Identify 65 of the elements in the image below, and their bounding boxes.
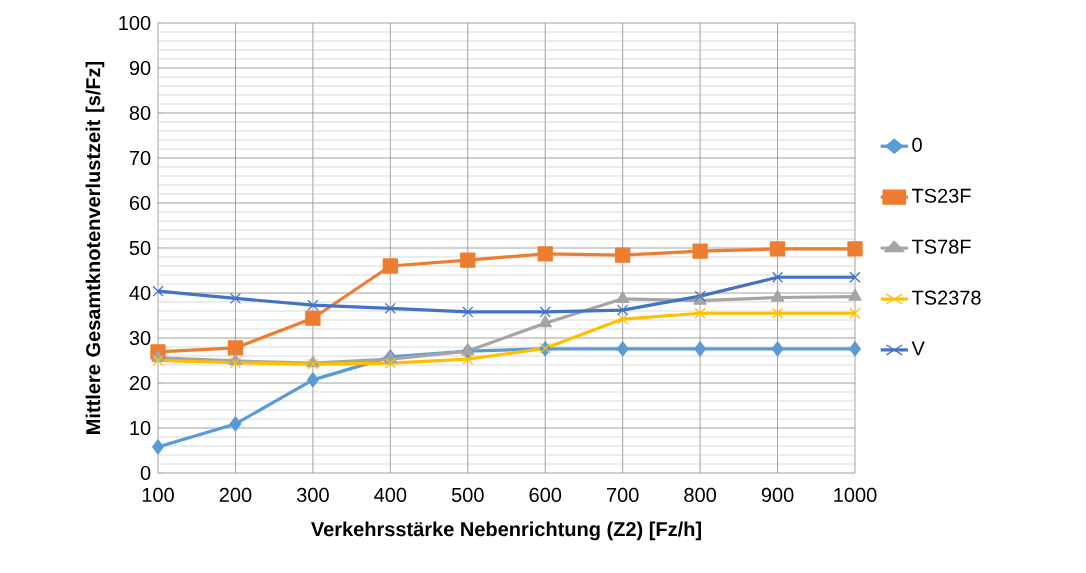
point bbox=[229, 357, 242, 369]
point bbox=[617, 304, 629, 316]
point bbox=[538, 315, 552, 328]
point bbox=[539, 306, 551, 318]
point bbox=[848, 288, 862, 301]
y-tick-label: 30 bbox=[129, 330, 151, 346]
y-tick-label: 90 bbox=[129, 60, 151, 76]
x-tick-label: 400 bbox=[374, 487, 407, 503]
x-tick-label: 700 bbox=[607, 487, 639, 503]
point bbox=[152, 354, 164, 367]
point bbox=[152, 439, 164, 455]
point bbox=[771, 341, 784, 357]
point bbox=[771, 307, 784, 319]
x-tick-label: 900 bbox=[761, 487, 794, 503]
point bbox=[849, 341, 861, 357]
point bbox=[617, 313, 629, 325]
y-tick-label: 70 bbox=[129, 150, 151, 166]
point bbox=[692, 243, 708, 259]
y-tick-label: 0 bbox=[140, 465, 151, 481]
x-tick-label: 500 bbox=[451, 487, 484, 503]
x-axis-title: Verkehrsstärke Nebenrichtung (Z2) [Fz/h] bbox=[311, 521, 701, 541]
y-tick-label: 20 bbox=[129, 375, 151, 391]
y-axis-title: Mittlere Gesamtknotenverlustzeit [s/Fz] bbox=[85, 61, 105, 434]
point bbox=[849, 307, 861, 319]
point bbox=[227, 340, 244, 356]
point bbox=[229, 292, 242, 304]
point bbox=[384, 302, 396, 314]
point bbox=[537, 246, 553, 262]
legend-label: TS23F bbox=[911, 188, 971, 203]
point bbox=[307, 299, 319, 311]
y-tick-label: 80 bbox=[129, 105, 151, 121]
point bbox=[229, 416, 242, 432]
point bbox=[616, 341, 629, 357]
x-tick-label: 800 bbox=[684, 487, 717, 503]
legend-label: V bbox=[911, 341, 925, 356]
point bbox=[384, 357, 396, 369]
y-tick-label: 100 bbox=[119, 15, 151, 31]
x-tick-label: 100 bbox=[142, 487, 174, 503]
point bbox=[305, 310, 321, 326]
point bbox=[769, 241, 786, 257]
y-tick-label: 50 bbox=[129, 240, 151, 256]
x-tick-label: 600 bbox=[529, 487, 562, 503]
x-tick-label: 300 bbox=[296, 487, 329, 503]
point bbox=[462, 353, 474, 365]
y-tick-label: 40 bbox=[129, 285, 151, 301]
point bbox=[462, 306, 474, 318]
point bbox=[382, 258, 398, 274]
point bbox=[694, 307, 706, 319]
point bbox=[847, 241, 863, 257]
point bbox=[306, 372, 319, 388]
point bbox=[770, 289, 785, 302]
y-tick-label: 10 bbox=[130, 420, 151, 436]
point bbox=[615, 291, 630, 303]
y-tick-label: 60 bbox=[129, 195, 151, 211]
point bbox=[460, 252, 476, 268]
point bbox=[694, 341, 707, 357]
x-tick-label: 1000 bbox=[834, 487, 877, 503]
legend-label: TS78F bbox=[911, 239, 971, 254]
legend-label: TS2378 bbox=[911, 290, 981, 305]
point bbox=[849, 271, 861, 283]
legend-label: 0 bbox=[912, 137, 922, 152]
point bbox=[615, 247, 631, 263]
point bbox=[771, 271, 784, 283]
point bbox=[152, 285, 164, 297]
x-tick-label: 200 bbox=[219, 487, 252, 503]
